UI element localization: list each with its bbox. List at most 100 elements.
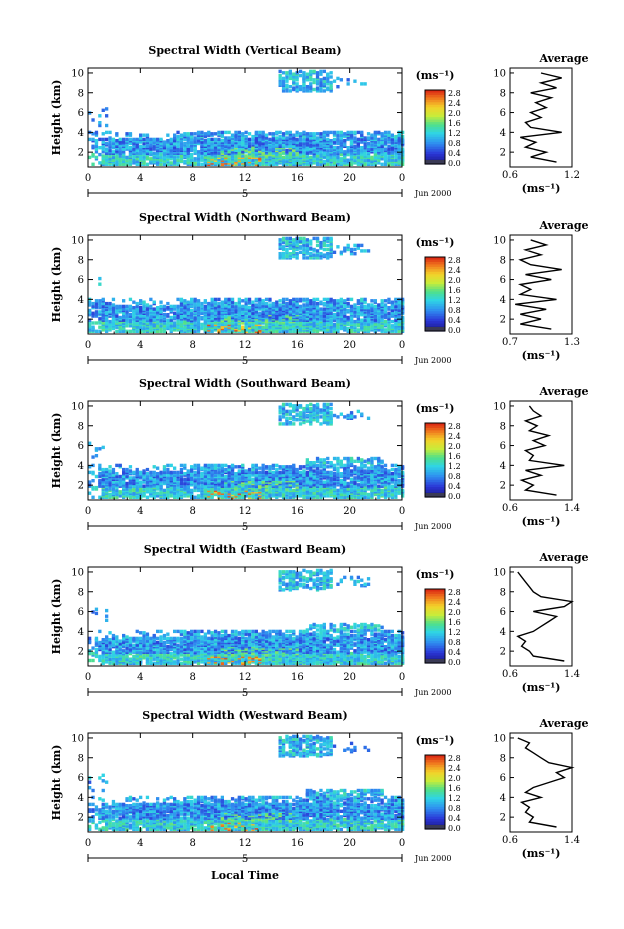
heatmap-cell	[346, 146, 350, 150]
heatmap-cell	[111, 317, 116, 321]
heatmap-cell	[176, 158, 180, 162]
heatmap-cell	[315, 491, 320, 495]
heatmap-cell	[292, 303, 296, 307]
heatmap-cell	[118, 157, 122, 161]
heatmap-cell	[336, 245, 340, 249]
heatmap-cell	[343, 249, 347, 253]
heatmap-cell	[349, 304, 354, 309]
heatmap-cell	[360, 303, 364, 307]
heatmap-cell	[111, 306, 116, 310]
heatmap-cell	[339, 325, 343, 329]
heatmap-cell	[377, 154, 381, 158]
heatmap-cell	[281, 252, 286, 256]
heatmap-cell	[203, 299, 207, 303]
heatmap-cell	[101, 307, 105, 311]
heatmap-cell	[370, 494, 374, 498]
heatmap-cell	[329, 139, 333, 143]
x-tick-label: 8	[189, 340, 195, 351]
heatmap-cell	[312, 87, 316, 92]
heatmap-cell	[397, 147, 401, 151]
heatmap-cell	[176, 492, 180, 497]
colorbar-swatch	[425, 99, 445, 103]
colorbar-frame	[424, 256, 446, 332]
heatmap-cell	[319, 83, 323, 87]
heatmap-cell	[268, 303, 272, 307]
heatmap-cell	[176, 130, 180, 135]
heatmap-cell	[105, 147, 109, 151]
heatmap-cell	[281, 136, 286, 140]
heatmap-cell	[118, 154, 122, 158]
heatmap-cell	[118, 477, 122, 481]
heatmap-cell	[281, 79, 286, 83]
heatmap-cell	[115, 304, 119, 309]
heatmap-cell	[190, 488, 194, 493]
heatmap-cell	[387, 155, 391, 160]
heatmap-cell	[295, 130, 299, 135]
heatmap-cell	[247, 306, 252, 310]
heatmap-cells	[88, 236, 405, 333]
heatmap-cell	[366, 147, 371, 151]
heatmap-cell	[339, 136, 343, 140]
heatmap-cell	[145, 495, 150, 499]
heatmap-cell	[329, 130, 333, 135]
colorbar-swatch	[425, 117, 445, 121]
heatmap-cell	[254, 130, 258, 135]
heatmap-cell	[98, 319, 102, 324]
heatmap-cell	[353, 130, 357, 135]
heatmap-cell	[305, 238, 309, 242]
heatmap-cell	[105, 155, 109, 160]
heatmap-cell	[159, 310, 163, 314]
heatmap-cell	[247, 297, 252, 302]
heatmap-cell	[326, 72, 330, 76]
heatmap-cell	[230, 300, 235, 304]
heatmap-cell	[145, 315, 150, 320]
heatmap-cell	[302, 75, 306, 79]
heatmap-cell	[169, 161, 173, 165]
heatmap-cell	[145, 162, 150, 166]
heatmap-cell	[251, 158, 255, 162]
heatmap-cell	[360, 159, 364, 164]
heatmap-cell	[220, 304, 224, 309]
heatmap-cell	[302, 87, 306, 92]
heatmap-cell	[173, 307, 177, 311]
heatmap-cell	[363, 491, 367, 495]
heatmap-cell	[353, 243, 357, 248]
colorbar-swatch	[425, 306, 445, 310]
panel-1: Spectral Width (Vertical Beam)Height (km…	[50, 44, 589, 200]
heatmap-cell	[383, 485, 388, 490]
colorbar-tick-label: 1.6	[448, 119, 461, 128]
heatmap-cell	[159, 304, 163, 309]
heatmap-cell	[241, 304, 245, 309]
heatmap-cell	[356, 485, 360, 490]
heatmap-cell	[302, 303, 306, 307]
heatmap-cell	[125, 155, 129, 160]
heatmap-cell	[356, 299, 360, 303]
heatmap-cell	[217, 301, 221, 306]
average-profile-line	[515, 239, 562, 330]
heatmap-cell	[176, 144, 180, 148]
heatmap-cell	[360, 249, 364, 253]
heatmap-cell	[98, 161, 102, 165]
heatmap-cell	[292, 80, 296, 85]
heatmap-cell	[322, 301, 326, 306]
heatmap-cell	[193, 297, 197, 302]
heatmap-cell	[264, 136, 269, 140]
heatmap-cell	[101, 297, 105, 302]
y-tick-label: 6	[78, 275, 84, 286]
heatmap-cell	[193, 136, 197, 140]
heatmap-cell	[190, 158, 194, 162]
heatmap-cell	[281, 76, 286, 81]
heatmap-cell	[383, 137, 388, 142]
heatmap-cell	[326, 76, 330, 81]
heatmap-cell	[332, 137, 337, 142]
heatmap-cell	[370, 488, 374, 493]
colorbar-swatch	[425, 109, 445, 113]
heatmap-cell	[302, 144, 306, 148]
heatmap-cell	[397, 479, 401, 483]
heatmap-cell	[302, 236, 306, 241]
heatmap-cell	[135, 137, 139, 142]
y-tick-label: 8	[78, 88, 84, 99]
heatmap-cell	[302, 130, 306, 135]
heatmap-cell	[288, 85, 292, 89]
heatmap-cell	[288, 130, 292, 135]
